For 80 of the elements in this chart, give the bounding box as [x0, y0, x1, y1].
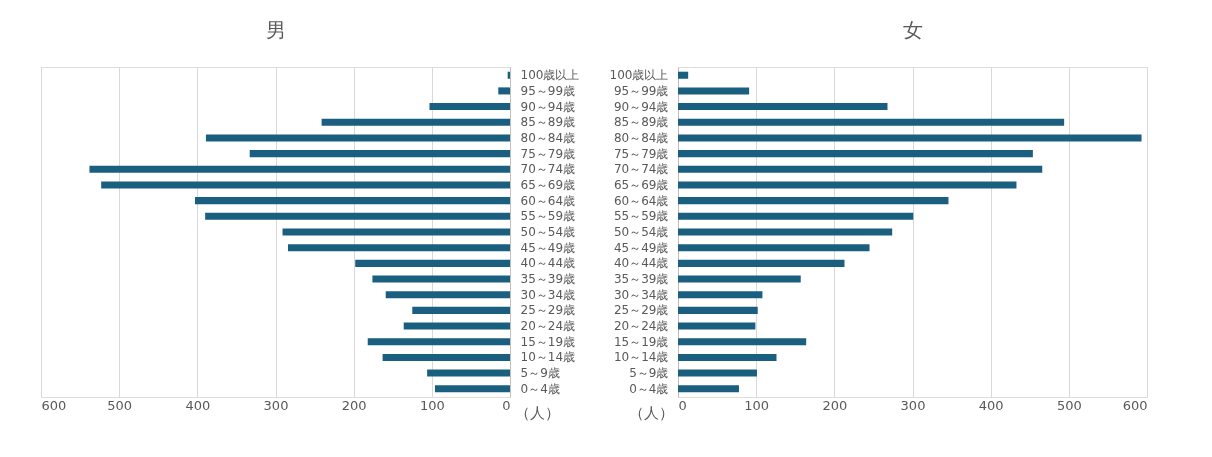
bar [412, 306, 510, 314]
y-tick-label: 30～34歳 [520, 287, 576, 302]
bar [205, 134, 510, 142]
x-tick-label: 100 [744, 397, 770, 413]
x-axis-title: （人） [515, 403, 560, 422]
y-tick-label: 75～79歳 [520, 146, 576, 161]
bar [321, 118, 510, 126]
y-tick-label: 90～94歳 [520, 99, 576, 114]
x-tick-label: 200 [341, 397, 367, 413]
y-tick-label: 40～44歳 [613, 256, 669, 271]
bar [282, 228, 510, 236]
x-tick-label: 500 [107, 397, 133, 413]
x-axis-title: （人） [629, 403, 674, 422]
y-tick-label: 90～94歳 [613, 99, 669, 114]
x-tick-label: 300 [263, 397, 289, 413]
y-tick-label: 5～9歳 [520, 366, 560, 381]
y-tick-label: 100歳以上 [609, 68, 669, 83]
y-tick-label: 50～54歳 [520, 225, 576, 239]
x-tick-label: 400 [978, 397, 1004, 413]
chart-title: 男 [265, 18, 286, 42]
y-tick-label: 80～84歳 [613, 130, 669, 145]
bar [429, 103, 510, 111]
bar [101, 181, 510, 189]
y-tick-label: 30～34歳 [613, 287, 669, 302]
y-tick-label: 50～54歳 [613, 225, 669, 239]
y-tick-label: 15～19歳 [520, 334, 576, 349]
y-tick-label: 80～84歳 [520, 130, 576, 145]
x-tick-label: 200 [822, 397, 848, 413]
x-tick-label: 400 [185, 397, 211, 413]
y-tick-label: 0～4歳 [629, 381, 669, 396]
y-tick-label: 60～64歳 [520, 193, 576, 208]
bar [355, 259, 510, 267]
y-tick-label: 65～69歳 [613, 177, 669, 192]
bar [385, 291, 510, 299]
bar [89, 165, 510, 173]
chart-title: 女 [902, 18, 923, 42]
x-tick-label: 300 [900, 397, 926, 413]
y-tick-label: 95～99歳 [520, 83, 576, 98]
y-tick-label: 45～49歳 [520, 240, 576, 255]
x-tick-label: 0 [678, 397, 687, 413]
y-tick-label: 45～49歳 [613, 240, 669, 255]
bar [434, 385, 510, 393]
bar [205, 212, 510, 220]
y-tick-label: 25～29歳 [520, 303, 576, 318]
x-tick-label: 100 [419, 397, 445, 413]
y-tick-label: 60～64歳 [613, 193, 669, 208]
bar [194, 197, 510, 205]
y-tick-label: 25～29歳 [613, 303, 669, 318]
y-tick-label: 70～74歳 [520, 162, 576, 177]
y-tick-label: 65～69歳 [520, 177, 576, 192]
bar [249, 150, 510, 158]
bar [372, 275, 510, 283]
bar [427, 369, 510, 377]
x-tick-label: 500 [1056, 397, 1082, 413]
y-tick-label: 75～79歳 [613, 146, 669, 161]
y-tick-label: 40～44歳 [520, 256, 576, 271]
bar [367, 338, 510, 346]
y-tick-label: 70～74歳 [613, 162, 669, 177]
bar [498, 87, 510, 95]
y-tick-label: 5～9歳 [629, 366, 669, 381]
y-tick-label: 20～24歳 [520, 319, 576, 334]
bar [382, 353, 510, 361]
y-tick-label: 85～89歳 [613, 115, 669, 130]
bar [288, 244, 510, 252]
x-tick-label: 600 [41, 397, 67, 413]
y-tick-label: 35～39歳 [520, 272, 576, 287]
y-tick-label: 95～99歳 [613, 83, 669, 98]
y-tick-label: 35～39歳 [613, 272, 669, 287]
y-tick-label: 85～89歳 [520, 115, 576, 130]
y-tick-label: 55～59歳 [613, 209, 669, 224]
y-tick-label: 20～24歳 [613, 319, 669, 334]
y-tick-label: 10～14歳 [613, 350, 669, 365]
y-tick-label: 10～14歳 [520, 350, 576, 365]
x-tick-label: 600 [1122, 397, 1148, 413]
bar [403, 322, 510, 330]
y-tick-label: 0～4歳 [520, 381, 560, 396]
y-tick-label: 55～59歳 [520, 209, 576, 224]
y-tick-label: 15～19歳 [613, 334, 669, 349]
y-tick-label: 100歳以上 [520, 68, 580, 83]
x-tick-label: 0 [502, 397, 511, 413]
